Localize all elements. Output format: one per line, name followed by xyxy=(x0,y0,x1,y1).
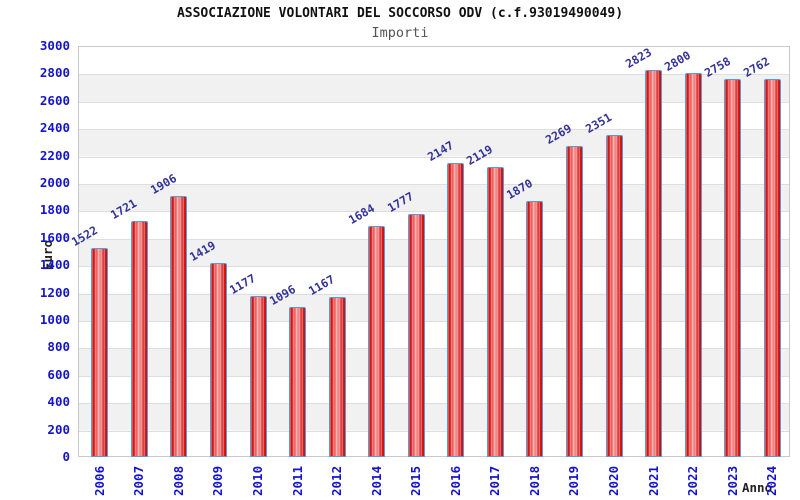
x-tick-label: 2015 xyxy=(408,465,424,496)
bar xyxy=(526,200,544,457)
y-tick-label: 1400 xyxy=(39,257,70,273)
bar xyxy=(763,78,781,457)
x-tick-label: 2017 xyxy=(487,465,503,496)
gridline xyxy=(79,156,789,158)
x-tick-label: 2007 xyxy=(131,465,147,496)
gridline xyxy=(79,348,789,350)
bar xyxy=(684,73,702,457)
y-tick-label: 3000 xyxy=(39,38,70,53)
x-tick-label: 2010 xyxy=(250,465,265,496)
bar xyxy=(209,262,227,457)
x-tick-label: 2016 xyxy=(447,465,463,496)
y-tick-label: 200 xyxy=(47,421,70,437)
bar xyxy=(407,213,425,457)
y-tick-label: 600 xyxy=(47,366,70,382)
bar xyxy=(565,146,583,457)
gridline xyxy=(79,375,789,377)
x-tick-label: 2023 xyxy=(724,465,740,496)
gridline xyxy=(79,403,789,405)
bar xyxy=(605,134,623,457)
y-tick-label: 400 xyxy=(47,394,70,410)
bar xyxy=(328,297,346,457)
y-tick-label: 1800 xyxy=(39,202,70,218)
y-tick-label: 2200 xyxy=(39,147,70,163)
x-tick-label: 2012 xyxy=(329,465,345,496)
x-tick-label: 2014 xyxy=(368,465,384,496)
gridline xyxy=(79,430,789,432)
bar xyxy=(724,79,742,457)
y-tick-label: 2600 xyxy=(39,92,70,108)
y-tick-label: 0 xyxy=(62,449,70,464)
x-tick-label: 2018 xyxy=(526,465,542,496)
y-tick-label: 800 xyxy=(47,339,70,355)
bar xyxy=(645,70,663,457)
gridline xyxy=(79,184,789,185)
bar xyxy=(249,295,267,457)
gridline xyxy=(79,129,789,131)
x-tick-label: 2006 xyxy=(91,465,107,496)
x-tick-label: 2008 xyxy=(170,465,186,496)
y-tick-label: 1600 xyxy=(39,229,70,245)
gridline xyxy=(79,74,789,76)
gridline xyxy=(79,321,789,322)
x-tick-label: 2021 xyxy=(645,465,661,496)
bar xyxy=(130,221,148,457)
x-tick-label: 2019 xyxy=(566,465,582,496)
bar xyxy=(368,226,386,457)
bar xyxy=(289,306,307,457)
gridline xyxy=(79,293,789,295)
plot-area xyxy=(78,46,790,457)
x-tick-label: 2024 xyxy=(764,465,780,496)
y-tick-label: 2400 xyxy=(39,120,70,136)
bar xyxy=(486,166,504,457)
y-tick-label: 1000 xyxy=(39,312,70,327)
x-axis-title: Anno xyxy=(742,480,773,495)
chart-subtitle: Importi xyxy=(371,25,429,41)
bar xyxy=(91,248,109,457)
x-tick-label: 2022 xyxy=(685,465,701,496)
x-tick-label: 2020 xyxy=(606,465,621,496)
gridline xyxy=(79,238,789,240)
gridline xyxy=(79,211,789,213)
gridline xyxy=(79,266,789,268)
y-tick-label: 2800 xyxy=(39,65,70,81)
gridline xyxy=(79,101,789,103)
bar xyxy=(170,195,188,457)
x-tick-label: 2011 xyxy=(289,465,305,496)
y-tick-label: 1200 xyxy=(39,284,70,300)
chart-title: ASSOCIAZIONE VOLONTARI DEL SOCCORSO ODV … xyxy=(176,6,624,21)
x-tick-label: 2009 xyxy=(210,465,226,496)
bar xyxy=(447,162,465,457)
y-tick-label: 2000 xyxy=(39,175,70,190)
